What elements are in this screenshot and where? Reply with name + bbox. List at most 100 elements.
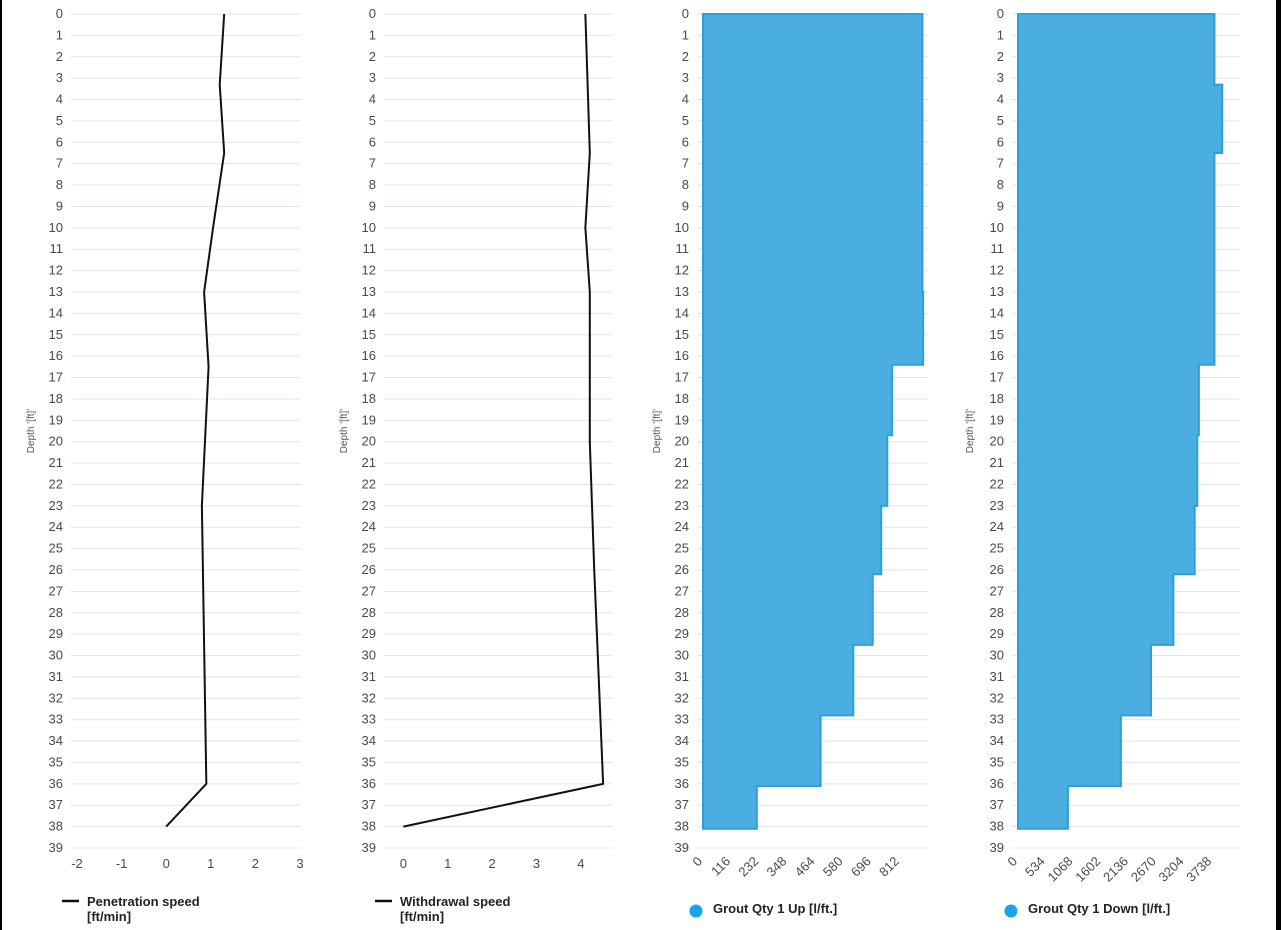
x-tick-label: 2670 bbox=[1128, 854, 1159, 885]
y-tick-label: 20 bbox=[49, 434, 63, 449]
y-tick-label: 26 bbox=[362, 562, 376, 577]
y-axis-label: Depth '[ft]' bbox=[965, 409, 976, 453]
y-tick-label: 16 bbox=[675, 348, 689, 363]
y-tick-label: 30 bbox=[990, 648, 1004, 663]
y-tick-label: 6 bbox=[56, 134, 63, 149]
x-tick-label: 0 bbox=[689, 854, 705, 870]
y-tick-label: 33 bbox=[362, 712, 376, 727]
y-tick-label: 23 bbox=[49, 498, 63, 513]
y-tick-label: 26 bbox=[675, 562, 689, 577]
y-tick-label: 19 bbox=[362, 412, 376, 427]
y-tick-label: 34 bbox=[675, 733, 689, 748]
x-tick-label: 3 bbox=[533, 856, 540, 871]
y-tick-label: 31 bbox=[49, 669, 63, 684]
y-tick-label: 5 bbox=[56, 113, 63, 128]
y-tick-label: 21 bbox=[675, 455, 689, 470]
y-tick-label: 29 bbox=[362, 626, 376, 641]
x-tick-label: -2 bbox=[71, 856, 83, 871]
y-tick-label: 1 bbox=[997, 27, 1004, 42]
y-tick-label: 27 bbox=[49, 583, 63, 598]
y-tick-label: 2 bbox=[56, 49, 63, 64]
y-tick-label: 35 bbox=[49, 754, 63, 769]
x-tick-label: 3 bbox=[296, 856, 303, 871]
y-tick-label: 39 bbox=[990, 840, 1004, 855]
chart-4: 0123456789101112131415161718192021222324… bbox=[965, 6, 1240, 918]
y-tick-label: 30 bbox=[49, 648, 63, 663]
y-tick-label: 17 bbox=[49, 370, 63, 385]
series-line bbox=[403, 13, 605, 828]
y-tick-label: 37 bbox=[675, 797, 689, 812]
y-tick-label: 39 bbox=[49, 840, 63, 855]
y-tick-label: 22 bbox=[49, 476, 63, 491]
y-tick-label: 25 bbox=[675, 541, 689, 556]
legend-dot-marker bbox=[1004, 904, 1018, 918]
y-tick-label: 9 bbox=[369, 198, 376, 213]
y-tick-label: 3 bbox=[369, 70, 376, 85]
y-tick-label: 15 bbox=[990, 327, 1004, 342]
y-tick-label: 19 bbox=[49, 412, 63, 427]
y-tick-label: 21 bbox=[49, 455, 63, 470]
y-tick-label: 29 bbox=[49, 626, 63, 641]
y-tick-label: 34 bbox=[362, 733, 376, 748]
y-tick-label: 35 bbox=[990, 754, 1004, 769]
y-tick-label: 30 bbox=[362, 648, 376, 663]
y-tick-label: 23 bbox=[675, 498, 689, 513]
y-tick-label: 3 bbox=[682, 70, 689, 85]
legend-label: Penetration speed bbox=[87, 894, 200, 909]
y-tick-label: 25 bbox=[49, 541, 63, 556]
y-tick-label: 11 bbox=[50, 241, 64, 256]
y-tick-label: 1 bbox=[369, 27, 376, 42]
y-tick-label: 14 bbox=[990, 305, 1004, 320]
y-tick-label: 26 bbox=[990, 562, 1004, 577]
left-frame-border bbox=[0, 0, 2, 930]
y-tick-label: 24 bbox=[990, 519, 1004, 534]
y-tick-label: 32 bbox=[990, 690, 1004, 705]
y-tick-label: 17 bbox=[362, 370, 376, 385]
y-tick-label: 27 bbox=[675, 583, 689, 598]
y-tick-label: 39 bbox=[362, 840, 376, 855]
y-tick-label: 27 bbox=[990, 583, 1004, 598]
chart-3: 0123456789101112131415161718192021222324… bbox=[652, 6, 928, 918]
y-tick-label: 39 bbox=[675, 840, 689, 855]
y-tick-label: 2 bbox=[682, 49, 689, 64]
y-tick-label: 31 bbox=[675, 669, 689, 684]
y-tick-label: 14 bbox=[362, 305, 376, 320]
y-tick-label: 6 bbox=[997, 134, 1004, 149]
legend-label: Withdrawal speed bbox=[400, 894, 510, 909]
y-tick-label: 6 bbox=[369, 134, 376, 149]
x-tick-label: 1 bbox=[207, 856, 214, 871]
y-tick-label: 11 bbox=[676, 241, 690, 256]
y-tick-label: 7 bbox=[369, 156, 376, 171]
y-tick-label: 33 bbox=[49, 712, 63, 727]
y-tick-label: 24 bbox=[362, 519, 376, 534]
y-tick-label: 33 bbox=[675, 712, 689, 727]
y-tick-label: 9 bbox=[56, 198, 63, 213]
y-tick-label: 36 bbox=[675, 776, 689, 791]
y-tick-label: 7 bbox=[682, 156, 689, 171]
y-tick-label: 12 bbox=[49, 263, 63, 278]
y-tick-label: 32 bbox=[49, 690, 63, 705]
y-tick-label: 11 bbox=[363, 241, 377, 256]
y-tick-label: 15 bbox=[675, 327, 689, 342]
y-tick-label: 18 bbox=[49, 391, 63, 406]
y-tick-label: 0 bbox=[997, 6, 1004, 21]
y-tick-label: 37 bbox=[990, 797, 1004, 812]
right-frame-border bbox=[1276, 0, 1281, 930]
y-tick-label: 24 bbox=[675, 519, 689, 534]
x-tick-label: 2 bbox=[489, 856, 496, 871]
y-tick-label: 34 bbox=[990, 733, 1004, 748]
y-tick-label: 10 bbox=[362, 220, 376, 235]
y-tick-label: 16 bbox=[362, 348, 376, 363]
x-tick-label: 580 bbox=[820, 854, 846, 880]
x-tick-label: 1068 bbox=[1045, 854, 1076, 885]
x-tick-label: 116 bbox=[708, 854, 733, 879]
y-tick-label: 8 bbox=[682, 177, 689, 192]
y-tick-label: 4 bbox=[369, 92, 376, 107]
y-tick-label: 29 bbox=[990, 626, 1004, 641]
y-tick-label: 10 bbox=[49, 220, 63, 235]
y-tick-label: 28 bbox=[990, 605, 1004, 620]
y-tick-label: 32 bbox=[362, 690, 376, 705]
y-tick-label: 20 bbox=[675, 434, 689, 449]
x-tick-label: 696 bbox=[848, 854, 874, 880]
y-tick-label: 28 bbox=[675, 605, 689, 620]
